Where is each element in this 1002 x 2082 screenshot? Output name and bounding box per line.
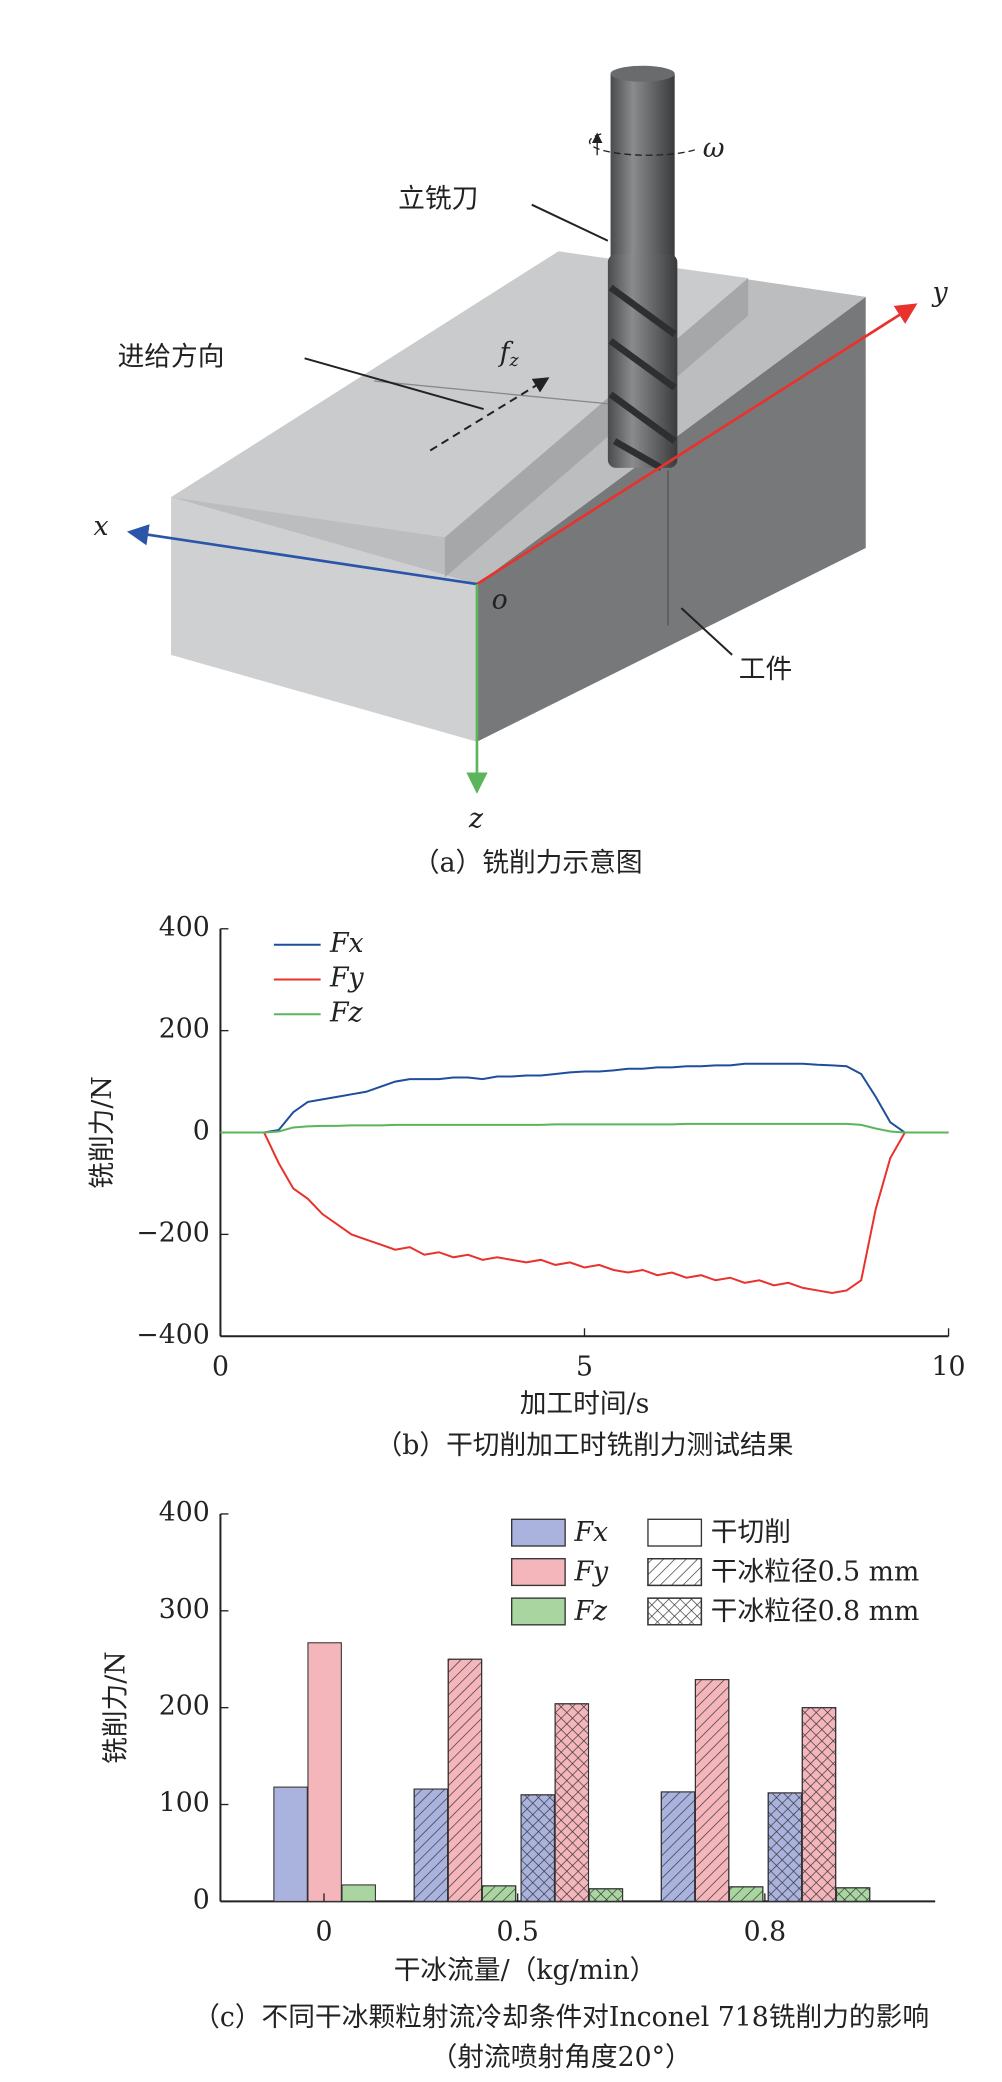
legend-label: 干切削 [711, 1517, 791, 1548]
leader-line [304, 357, 484, 411]
caption: （a）铣削力示意图 [413, 848, 643, 879]
legend-swatch [511, 1597, 566, 1626]
bar-pattern [588, 1888, 624, 1902]
legend-label: Fx [573, 1517, 608, 1548]
bar-pattern [660, 1791, 696, 1902]
bar [273, 1786, 308, 1902]
legend-label: Fy [573, 1556, 609, 1587]
legend-pattern [647, 1558, 703, 1587]
legend-label: 干冰粒径0.5 mm [711, 1556, 920, 1587]
caption: （c）不同干冰颗粒射流冷却条件对Inconel 718铣削力的影响 [193, 2002, 929, 2033]
y-axis-label: 铣削力/N [87, 1076, 118, 1189]
legend-swatch [511, 1518, 566, 1547]
y-tick-label: 200 [159, 1691, 210, 1722]
x-axis-label: 加工时间/s [520, 1389, 650, 1420]
feed-label: 进给方向 [118, 341, 225, 372]
x-tick-label: 10 [932, 1351, 966, 1382]
bar-pattern [767, 1792, 803, 1902]
omega-label: ω [703, 133, 725, 164]
legend-swatch [511, 1558, 566, 1587]
tool-shank [610, 73, 675, 261]
x-tick-label: 5 [576, 1351, 593, 1382]
y-tick-label: 200 [159, 1014, 210, 1045]
legend-label: Fz [329, 997, 364, 1028]
bar-pattern [694, 1679, 730, 1902]
line-series [220, 1122, 949, 1134]
y-tick-label: −200 [136, 1217, 209, 1248]
tool-helix [608, 284, 677, 471]
x-axis-label: 干冰流量/（kg/min） [394, 1955, 657, 1986]
bar [341, 1884, 376, 1902]
line-series [220, 1131, 949, 1294]
x-tick-label: 0 [315, 1916, 332, 1947]
block-front-face [171, 497, 477, 742]
caption: （b）干切削加工时铣削力测试结果 [376, 1430, 794, 1461]
x-tick-label: 0.5 [496, 1916, 539, 1947]
bar [307, 1642, 342, 1902]
leader-line [531, 203, 609, 242]
z-axis-name: z [468, 804, 484, 835]
legend-swatch [647, 1518, 703, 1547]
axis-y-arrow [476, 303, 918, 586]
feed-symbol-sub: z [509, 350, 520, 370]
x-tick-label: 0 [212, 1351, 229, 1382]
y-tick-label: 0 [193, 1884, 210, 1915]
legend-label: Fx [329, 928, 364, 959]
cut-line [374, 380, 608, 405]
tool-label: 立铣刀 [398, 184, 478, 215]
block-plate [171, 251, 749, 538]
y-tick-label: 0 [193, 1116, 210, 1147]
bar-pattern [520, 1794, 555, 1902]
axis-x-arrow [126, 524, 478, 586]
legend-label: 干冰粒径0.8 mm [711, 1596, 920, 1627]
x-axis-name: x [94, 511, 109, 542]
y-axis-name: y [932, 277, 949, 308]
origin-label: o [492, 584, 508, 615]
line-series [220, 1062, 949, 1134]
caption: （射流喷射角度20°） [431, 2042, 692, 2073]
rotation-arrow [588, 133, 695, 156]
bar-pattern [728, 1886, 764, 1902]
legend-label: Fy [329, 963, 365, 994]
workpiece-label: 工件 [739, 654, 792, 685]
bar-pattern [481, 1885, 517, 1902]
legend-pattern [647, 1597, 703, 1626]
y-tick-label: 100 [159, 1788, 210, 1819]
y-axis-label: 铣削力/N [101, 1651, 132, 1764]
bar-pattern [801, 1707, 837, 1902]
y-tick-label: 400 [159, 1497, 210, 1528]
bar-pattern [413, 1788, 449, 1902]
bar-pattern [447, 1658, 483, 1902]
diagram: 立铣刀 进给方向 fz ω y x o z 工件 （a）铣削力示意图 [94, 65, 949, 879]
bar-pattern [554, 1703, 590, 1902]
bar-pattern [835, 1887, 871, 1902]
feed-arrow [429, 377, 550, 452]
block-right-face [476, 296, 866, 742]
y-tick-label: 400 [159, 912, 210, 943]
legend-label: Fz [573, 1596, 608, 1627]
leader-line [680, 607, 733, 656]
x-tick-label: 0.8 [744, 1916, 787, 1947]
y-tick-label: 300 [159, 1594, 210, 1625]
y-tick-label: −400 [136, 1319, 209, 1350]
tool-top [610, 65, 675, 82]
